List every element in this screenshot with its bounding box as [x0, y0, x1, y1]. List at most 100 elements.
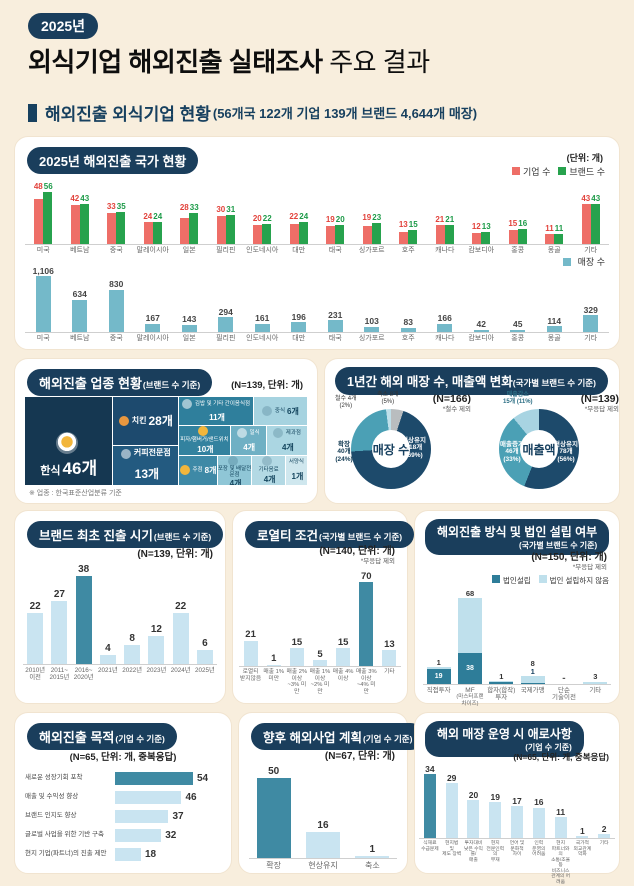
country-column: 19 23 [354, 213, 391, 244]
bar-value-labels: 13 15 [399, 221, 418, 229]
difficulty-bars: 34 29 20 19 17 16 11 1 2 [419, 763, 615, 839]
overview-title: 해외진출 외식기업 현황 [45, 105, 211, 124]
store-country-label: 싱가포르 [358, 335, 385, 342]
plan-title-pill: 향후 해외사업 계획 (기업 수 기준) [251, 723, 425, 750]
axis-label-line: 받지않음 [239, 675, 262, 682]
treemap-middle-column: 치킨 28개 커피전문점 13개 [113, 397, 179, 485]
axis-label-line: 파트너와의 [551, 846, 570, 858]
legend-incorporated: 법인설립 [492, 575, 531, 586]
cell-label: 일식 [249, 430, 260, 437]
store-country-label: 중국 [109, 335, 123, 342]
brand-count-bar [335, 225, 345, 244]
bar-pair [545, 233, 564, 244]
bar-pair [216, 215, 235, 244]
legend-company: 기업 수 [512, 165, 550, 178]
axis-label-line: 현상유지 [308, 861, 338, 870]
treemap-cell-pub: 주점 8개 [179, 455, 217, 485]
store-count-label: 329 [583, 304, 598, 315]
cell-value: 4개 [281, 442, 294, 452]
slice-label-shrink: 축소 8개 (5%) [377, 392, 399, 405]
value-label: 38 [78, 564, 90, 575]
cell-value: 4개 [263, 474, 276, 484]
brand-count-label: 16 [518, 219, 528, 229]
axis-label-line: 이상 [360, 675, 372, 682]
axis-label-line: 2020년 [73, 674, 94, 682]
bar [124, 645, 141, 664]
store-count-label: 196 [291, 311, 306, 322]
bar [305, 832, 340, 858]
stacked-bar: 19 [426, 667, 451, 684]
purpose-title-pill: 해외진출 목적 (기업 수 기준) [27, 723, 177, 750]
first_entry-column: 22 [23, 602, 47, 664]
company-brand-categories: 미국 베트남 중국 말레이시아 일본 필리핀 인도네시아 대만 태국 싱가포르 호주 캐나다 캄보디아 홍… [25, 247, 609, 255]
legend-brand: 브랜드 수 [558, 165, 605, 178]
highlighted-bar [256, 778, 291, 858]
country-column: 24 24 [135, 212, 172, 244]
method-axis-label: 합자(합작) 투자 [486, 687, 517, 707]
year-badge: 2025년 [28, 13, 99, 39]
bar-value-labels: 19 20 [326, 216, 345, 224]
coffee-icon [120, 448, 131, 459]
cell-label: 치킨 [131, 415, 147, 425]
incorporated-label: 1 [530, 666, 535, 676]
korean-food-icon [56, 432, 79, 454]
slice-label-sales-decrease: 매출감소 15개 (11%) [503, 392, 533, 405]
value-label: 1 [579, 825, 585, 836]
not-incorporated-segment [426, 667, 451, 669]
cell-label: 한식 46개 [40, 459, 98, 478]
treemap-cell-gimbap: 김밥 및 기타 간이음식점 11개 [179, 397, 253, 426]
not-incorporated-label: 68 [465, 588, 475, 598]
royalty-categories: 로열티 받지않음 매출 1% 미만 매출 2% 이상 ~3% 미만 매출 1% 이상 ~2% 미만… [239, 669, 401, 696]
company-count-bar [472, 232, 482, 244]
highlighted-bar [359, 582, 374, 666]
value-label: 54 [197, 773, 209, 784]
first-entry-bars: 22 27 38 4 8 12 22 6 [23, 563, 217, 665]
axis-label-line: 비즈니스 [551, 868, 570, 874]
axis-label-line: 어려움 [532, 852, 546, 858]
brand-count-bar [371, 222, 381, 244]
company-count-bar [362, 226, 372, 244]
company-count-label: 42 [70, 194, 80, 204]
method-column: 68 38 [454, 588, 485, 684]
store-count-bar [583, 315, 599, 332]
axis-label-line: 낮은 수익률/ [463, 846, 483, 858]
brand-count-bar [554, 233, 564, 244]
value-label: 22 [175, 601, 187, 613]
brand-count-bar [481, 231, 491, 244]
gimbap-icon [181, 398, 192, 409]
incorporated-segment [489, 682, 514, 684]
store-donut-n: (N=166) *철수 제외 [432, 393, 471, 413]
axis-label-line: 국가적 [575, 841, 589, 846]
store-change-donut: 매장 수 [351, 409, 431, 489]
incorporated-segment: 38 [457, 653, 482, 684]
axis-label: 2024년 [169, 667, 193, 681]
value-label: 19 [490, 791, 500, 802]
difficulty-n-note: (N=65, 단위: 개, 중복응답) [513, 752, 609, 762]
brand-count-label: 43 [80, 194, 90, 204]
difficulty-title: 해외 매장 운영 시 애로사항 [437, 727, 572, 741]
method-axis-label: 국제가맹 [517, 687, 548, 707]
bar [115, 848, 141, 861]
store-count-label: 166 [437, 313, 452, 324]
change-title: 1년간 해외 매장 수, 매출액 변화 [347, 375, 513, 389]
country-label: 미국 [36, 247, 50, 254]
axis-label-line: 기술이전 [552, 694, 576, 702]
axis-label-line: 2011~ [50, 667, 68, 674]
country-label: 필리핀 [216, 247, 236, 254]
bar-pair [581, 204, 600, 244]
purpose-row: 글로벌 사업을 위한 기반 구축 32 [25, 826, 223, 845]
brand-count-label: 22 [262, 213, 272, 223]
company-count-label: 11 [545, 223, 554, 233]
axis-label: 식재료 수급문제 [419, 841, 441, 885]
not-incorporated-label: 3 [593, 672, 598, 682]
bar [532, 807, 545, 838]
cell-value: 10개 [197, 444, 214, 454]
bar-value-labels: 22 24 [289, 212, 308, 221]
country-label: 일본 [182, 247, 196, 254]
first_entry-column: 6 [193, 639, 217, 664]
store-count-label: 42 [476, 319, 486, 330]
bar [115, 810, 169, 823]
axis-label: 국가적 외교관계 악화 [571, 841, 593, 885]
axis-label-line: 부재 [490, 857, 500, 863]
